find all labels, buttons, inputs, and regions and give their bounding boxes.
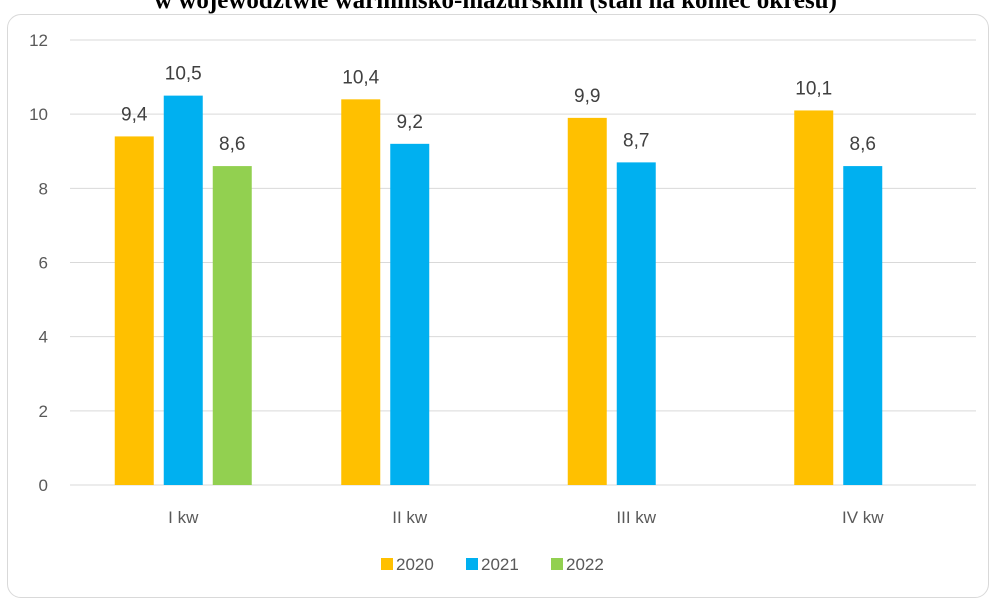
- legend-swatch-2020: [381, 558, 393, 570]
- bar-2020: [114, 136, 154, 485]
- legend-swatch-2022: [551, 558, 563, 570]
- bar-2020: [341, 99, 381, 485]
- x-tick-label: II kw: [392, 508, 428, 527]
- data-label: 8,6: [219, 134, 245, 155]
- bar-2020: [567, 117, 607, 485]
- data-label: 8,6: [850, 134, 876, 155]
- x-tick-label: IV kw: [842, 508, 884, 527]
- data-label: 9,4: [121, 104, 148, 125]
- bar-2021: [616, 162, 656, 485]
- legend-label: 2021: [481, 555, 519, 574]
- bar-2021: [843, 166, 883, 486]
- data-label: 10,4: [342, 67, 379, 88]
- legend-label: 2020: [396, 555, 434, 574]
- y-tick-label: 0: [39, 476, 48, 495]
- data-label: 10,1: [795, 78, 832, 99]
- x-tick-label: III kw: [616, 508, 656, 527]
- y-tick-label: 12: [29, 31, 48, 50]
- bar-2021: [163, 95, 203, 485]
- bar-2021: [390, 143, 430, 486]
- legend-swatch-2021: [466, 558, 478, 570]
- chart-title: w województwie warmińsko-mazurskim (stan…: [154, 0, 837, 14]
- bar-2022: [212, 166, 252, 486]
- bar-2020: [794, 110, 834, 485]
- data-label: 8,7: [623, 130, 649, 151]
- data-label: 10,5: [165, 64, 202, 85]
- data-label: 9,9: [574, 86, 600, 107]
- y-tick-label: 6: [39, 254, 48, 273]
- y-tick-label: 8: [39, 179, 48, 198]
- y-tick-label: 10: [29, 105, 48, 124]
- legend-label: 2022: [566, 555, 604, 574]
- x-tick-label: I kw: [168, 508, 199, 527]
- y-tick-label: 2: [39, 402, 48, 421]
- data-label: 9,2: [397, 112, 423, 133]
- y-tick-label: 4: [39, 328, 48, 347]
